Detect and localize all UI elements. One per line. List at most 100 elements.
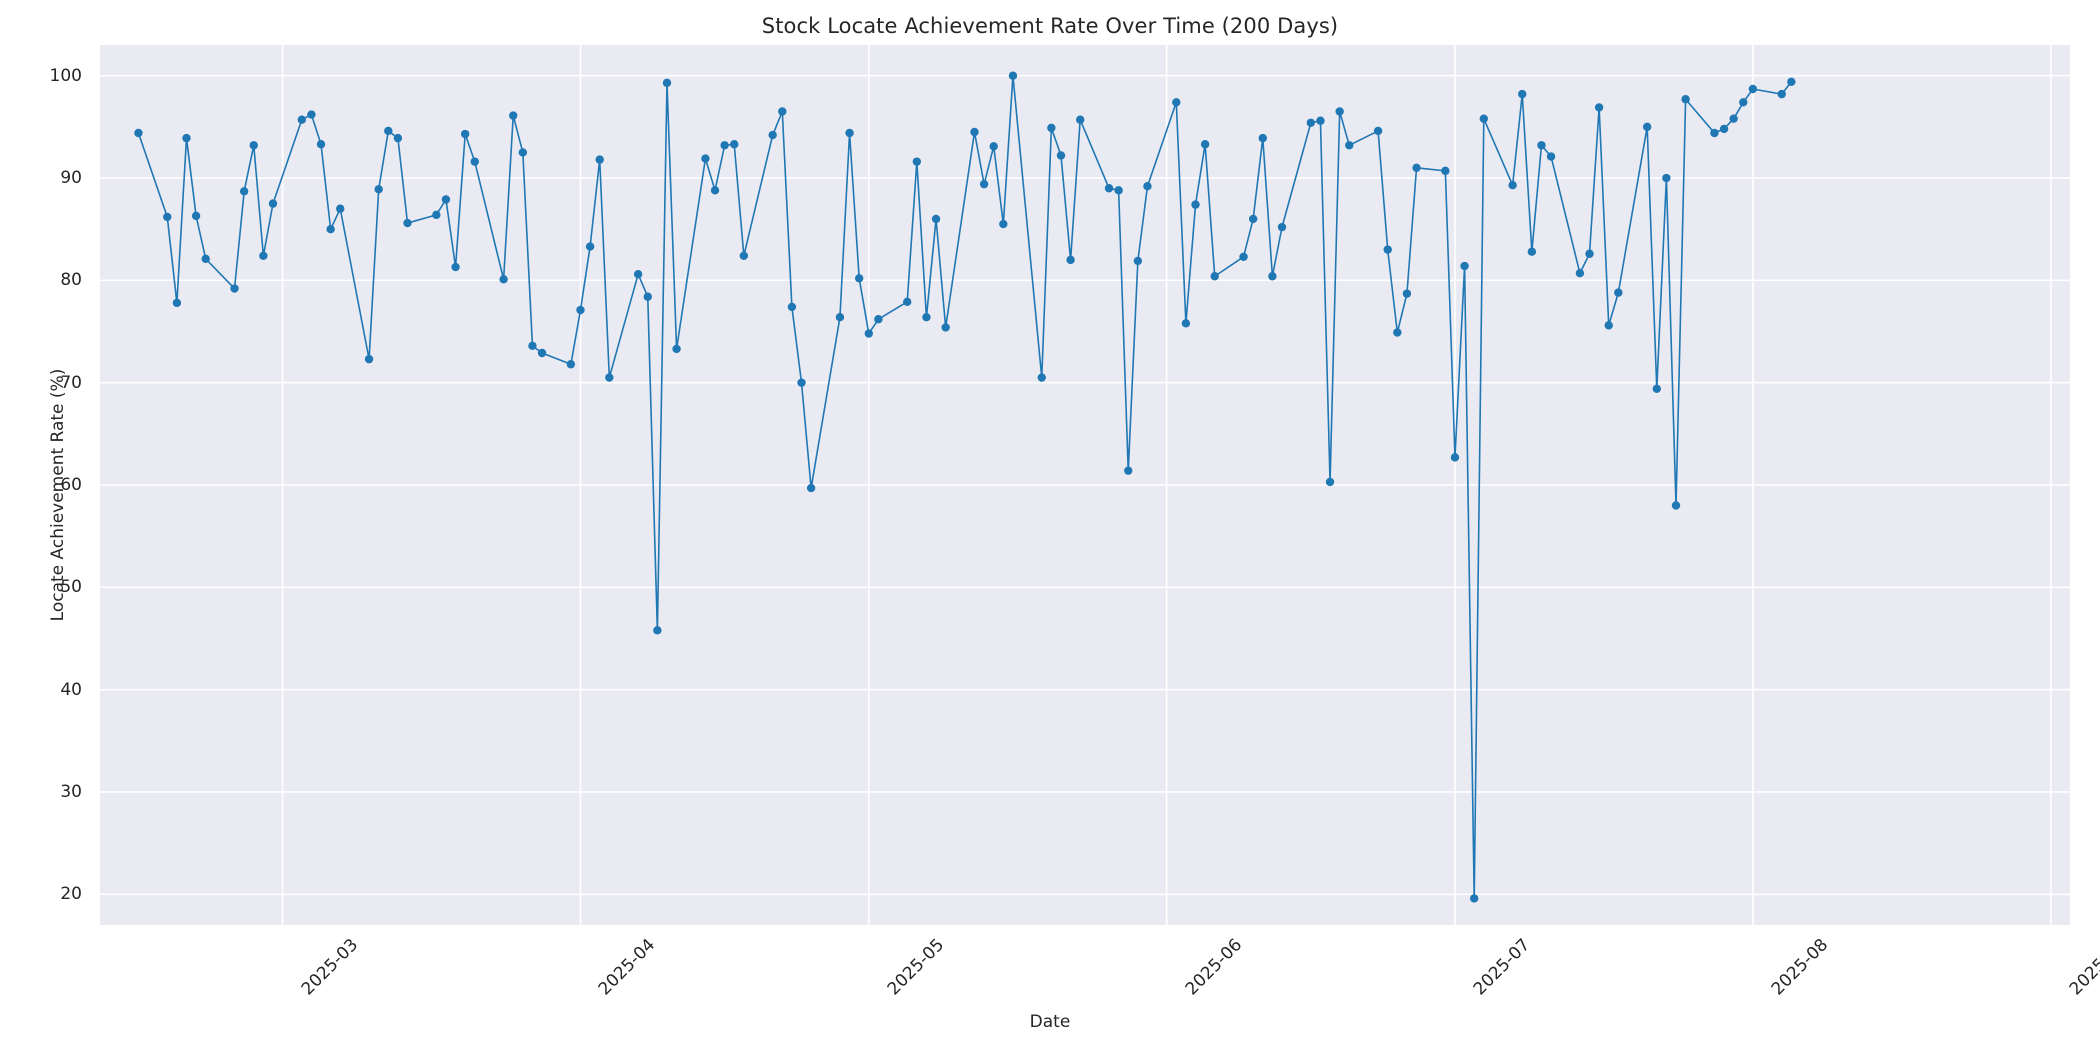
data-point: [259, 251, 268, 260]
data-point: [134, 128, 143, 138]
data-point: [1614, 288, 1623, 297]
data-point: [662, 78, 672, 88]
data-point: [384, 126, 393, 136]
data-point: [1239, 252, 1248, 262]
data-point: [1191, 200, 1200, 209]
data-point: [778, 107, 787, 116]
data-point: [172, 298, 182, 308]
data-point: [1441, 166, 1450, 176]
data-point: [1604, 321, 1613, 330]
data-point: [297, 115, 306, 124]
data-point: [1412, 163, 1421, 172]
series-line-daily-rate: [137, 74, 1793, 900]
data-point: [1508, 180, 1517, 190]
data-point: [701, 154, 710, 163]
data-point: [739, 251, 749, 260]
data-point: [1518, 89, 1527, 99]
data-point: [1104, 184, 1114, 193]
x-tick-label: 2025-03: [297, 935, 362, 1000]
data-point: [806, 483, 816, 493]
data-point: [1047, 123, 1056, 133]
y-tick-label: 30: [60, 781, 82, 802]
data-point: [1181, 319, 1191, 328]
data-point: [1585, 249, 1594, 258]
chart-legend: [112, 52, 134, 68]
data-point: [509, 111, 518, 120]
data-point: [797, 378, 806, 387]
data-point: [393, 133, 403, 143]
y-axis-label: Locate Achievement Rate (%): [48, 368, 68, 622]
data-point: [1114, 186, 1123, 195]
data-point: [710, 186, 720, 195]
data-point: [1306, 118, 1316, 127]
data-point: [451, 262, 460, 272]
data-point: [307, 110, 316, 119]
data-point: [191, 211, 201, 221]
y-tick-label: 50: [60, 577, 82, 598]
data-point: [1124, 466, 1133, 475]
data-point: [643, 292, 652, 301]
data-point: [1393, 328, 1402, 337]
data-point: [787, 302, 797, 312]
x-tick-label: 2025-06: [1181, 935, 1246, 1000]
data-point: [1729, 114, 1738, 123]
data-point: [633, 270, 643, 279]
data-point: [672, 344, 681, 354]
data-point: [1594, 103, 1604, 112]
data-point: [720, 141, 729, 150]
data-point: [1719, 124, 1729, 134]
data-point: [605, 373, 614, 382]
data-point: [835, 312, 845, 322]
data-point: [768, 130, 777, 140]
data-point: [1662, 173, 1671, 183]
data-point: [845, 128, 854, 138]
data-point: [874, 315, 883, 324]
series-layer: [134, 71, 1796, 903]
data-point: [163, 212, 172, 222]
data-point: [239, 187, 249, 196]
data-point: [1575, 268, 1585, 278]
data-point: [566, 360, 576, 369]
x-tick-label: 2025-04: [595, 935, 660, 1000]
y-tick-label: 70: [60, 372, 82, 393]
x-axis-label: Date: [1029, 1012, 1071, 1032]
data-point: [1681, 95, 1690, 104]
data-point: [1383, 245, 1392, 254]
data-point: [537, 348, 547, 358]
data-point: [1248, 214, 1258, 224]
data-point: [268, 199, 278, 208]
data-point: [1277, 222, 1287, 232]
data-point: [1066, 255, 1075, 265]
data-point: [1710, 128, 1719, 138]
data-point: [653, 626, 662, 635]
data-point: [499, 275, 508, 284]
data-point: [576, 305, 585, 315]
data-point: [1172, 98, 1181, 107]
data-point: [1479, 114, 1489, 123]
data-point: [999, 219, 1008, 229]
data-point: [1450, 453, 1460, 462]
data-point: [922, 312, 931, 322]
data-point: [931, 214, 941, 224]
series-markers-daily-rate: [134, 71, 1796, 903]
data-point: [1671, 501, 1681, 510]
data-point: [364, 354, 374, 364]
data-point: [1210, 272, 1219, 281]
data-point: [595, 155, 604, 164]
data-point: [1316, 116, 1325, 125]
data-point: [1056, 151, 1066, 160]
data-point: [1748, 84, 1758, 94]
data-point: [1143, 182, 1152, 191]
data-point: [1325, 477, 1335, 487]
x-axis-ticks: 2025-03 2025-04 2025-05 2025-06 2025-07 2025-…: [100, 925, 2100, 1015]
data-point: [730, 140, 739, 149]
data-point: [1652, 384, 1661, 394]
data-point: [1787, 77, 1796, 87]
data-point: [441, 195, 451, 204]
data-point: [316, 140, 326, 149]
data-point: [1527, 247, 1537, 256]
data-point: [1537, 141, 1546, 150]
data-point: [1037, 373, 1046, 382]
data-point: [230, 284, 239, 293]
